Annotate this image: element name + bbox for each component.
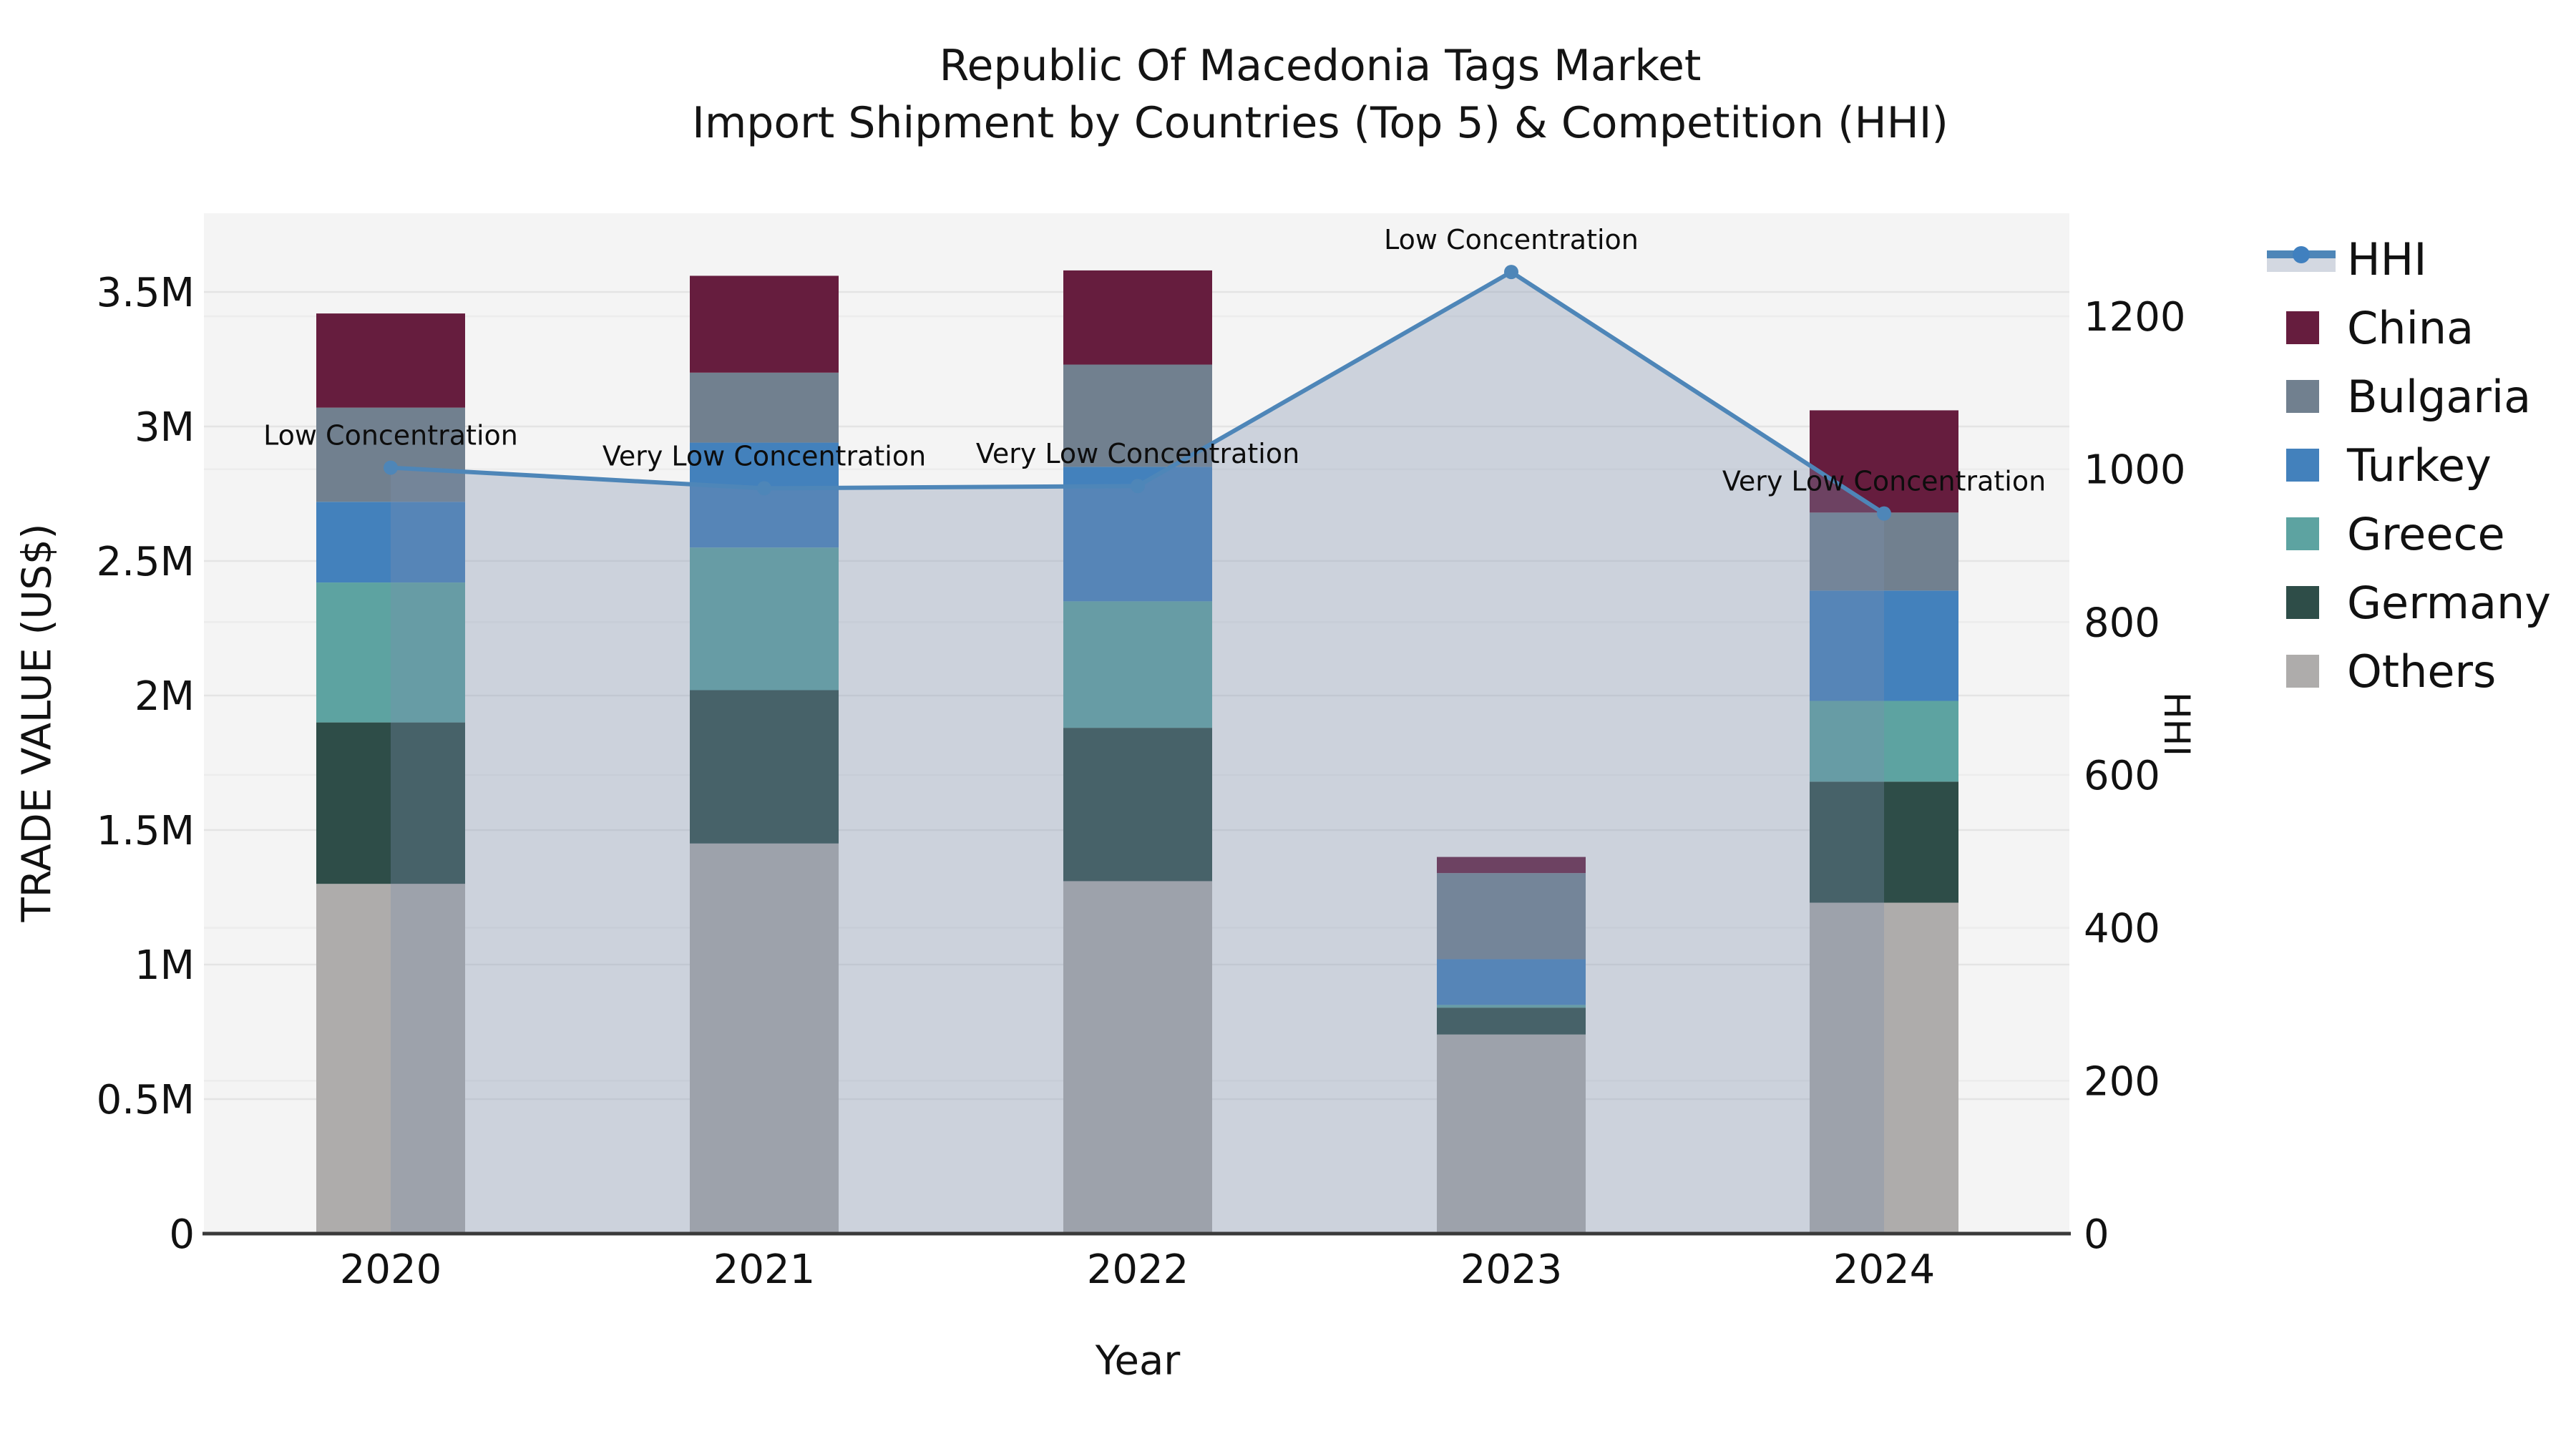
y-right-tick-200: 200 (2084, 1058, 2160, 1105)
bar-segment-others-2022 (1063, 881, 1212, 1234)
bar-segment-bulgaria-2023 (1437, 873, 1586, 960)
legend-label-hhi: HHI (2347, 233, 2427, 286)
bar-segment-bulgaria-2020 (316, 407, 465, 502)
hhi-line-marker-icon (2267, 246, 2336, 272)
y-left-tick-0: 0 (169, 1211, 195, 1258)
x-tick-2021: 2021 (713, 1246, 816, 1293)
bar-segment-germany-2020 (316, 722, 465, 884)
legend-item-turkey: Turkey (2267, 431, 2551, 499)
legend-item-greece: Greece (2267, 499, 2551, 568)
legend-label-china: China (2347, 301, 2474, 354)
bar-segment-china-2023 (1437, 857, 1586, 874)
bar-segment-others-2024 (1810, 902, 1958, 1234)
hhi-marker-2022 (1131, 479, 1145, 494)
bar-segment-bulgaria-2024 (1810, 512, 1958, 591)
y-left-tick-0.5M: 0.5M (97, 1077, 195, 1123)
bar-segment-china-2024 (1810, 410, 1958, 513)
y-left-tick-1.5M: 1.5M (97, 808, 195, 854)
legend-label-bulgaria: Bulgaria (2347, 370, 2532, 423)
bar-segment-turkey-2024 (1810, 590, 1958, 701)
bar-segment-others-2021 (690, 843, 839, 1234)
legend-label-germany: Germany (2347, 576, 2551, 629)
legend-label-greece: Greece (2347, 507, 2505, 560)
x-tick-2022: 2022 (1087, 1246, 1189, 1293)
legend-item-hhi: HHI (2267, 225, 2551, 293)
hhi-marker-2023 (1504, 265, 1518, 280)
bar-segment-germany-2021 (690, 690, 839, 844)
bar-segment-others-2023 (1437, 1034, 1586, 1234)
x-tick-2024: 2024 (1833, 1246, 1936, 1293)
chart-title-line1: Republic Of Macedonia Tags Market (939, 41, 1702, 91)
bar-segment-china-2022 (1063, 270, 1212, 365)
y-right-tick-600: 600 (2084, 753, 2160, 799)
y-right-tick-400: 400 (2084, 906, 2160, 952)
bar-segment-bulgaria-2022 (1063, 364, 1212, 467)
others-color-swatch-icon (2286, 655, 2319, 688)
greece-color-swatch-icon (2286, 517, 2319, 550)
china-color-swatch-icon (2286, 311, 2319, 344)
x-tick-2020: 2020 (340, 1246, 442, 1293)
y-left-tick-1M: 1M (135, 942, 195, 989)
y-axis-title-left: TRADE VALUE (US$) (14, 523, 61, 922)
bar-segment-greece-2020 (316, 582, 465, 723)
bar-segment-greece-2024 (1810, 701, 1958, 782)
bar-segment-greece-2022 (1063, 601, 1212, 728)
x-tick-2023: 2023 (1460, 1246, 1563, 1293)
legend-item-china: China (2267, 293, 2551, 362)
y-right-tick-800: 800 (2084, 600, 2160, 646)
hhi-marker-2020 (384, 460, 398, 475)
annotation-2022: Very Low Concentration (976, 438, 1299, 469)
legend-label-turkey: Turkey (2347, 439, 2492, 492)
bar-segment-germany-2024 (1810, 781, 1958, 903)
legend-item-germany: Germany (2267, 568, 2551, 637)
y-right-tick-1000: 1000 (2084, 447, 2186, 494)
bar-segment-china-2021 (690, 275, 839, 373)
annotation-2023: Low Concentration (1384, 224, 1639, 255)
bar-segment-others-2020 (316, 884, 465, 1234)
bar-segment-greece-2021 (690, 547, 839, 691)
bar-segment-germany-2022 (1063, 728, 1212, 882)
y-right-tick-0: 0 (2084, 1211, 2109, 1258)
y-left-tick-3M: 3M (135, 404, 195, 451)
y-left-tick-2.5M: 2.5M (97, 539, 195, 585)
bar-segment-turkey-2023 (1437, 959, 1586, 1005)
y-axis-title-right: HHI (2156, 692, 2197, 756)
bar-segment-bulgaria-2021 (690, 372, 839, 443)
hhi-marker-2024 (1877, 506, 1891, 521)
hhi-area-fill (391, 272, 1884, 1234)
chart-title-line2: Import Shipment by Countries (Top 5) & C… (692, 98, 1948, 148)
bar-segment-turkey-2020 (316, 502, 465, 583)
germany-color-swatch-icon (2286, 586, 2319, 619)
legend-item-bulgaria: Bulgaria (2267, 362, 2551, 431)
y-left-tick-2M: 2M (135, 673, 195, 720)
x-axis-title: Year (1095, 1337, 1181, 1385)
bar-segment-china-2020 (316, 313, 465, 408)
annotation-2020: Low Concentration (263, 420, 518, 452)
annotation-2024: Very Low Concentration (1722, 466, 2046, 497)
legend-item-others: Others (2267, 637, 2551, 706)
bulgaria-color-swatch-icon (2286, 380, 2319, 413)
hhi-marker-2021 (757, 481, 771, 496)
bar-segment-greece-2023 (1437, 1005, 1586, 1008)
annotation-2021: Very Low Concentration (602, 440, 926, 472)
y-left-tick-3.5M: 3.5M (97, 270, 195, 316)
legend-label-others: Others (2347, 645, 2497, 698)
chart-title: Republic Of Macedonia Tags Market Import… (68, 37, 2572, 152)
bar-segment-germany-2023 (1437, 1008, 1586, 1035)
y-right-tick-1200: 1200 (2084, 294, 2186, 341)
turkey-color-swatch-icon (2286, 449, 2319, 482)
legend: HHI China Bulgaria Turkey Greece (2267, 225, 2551, 706)
